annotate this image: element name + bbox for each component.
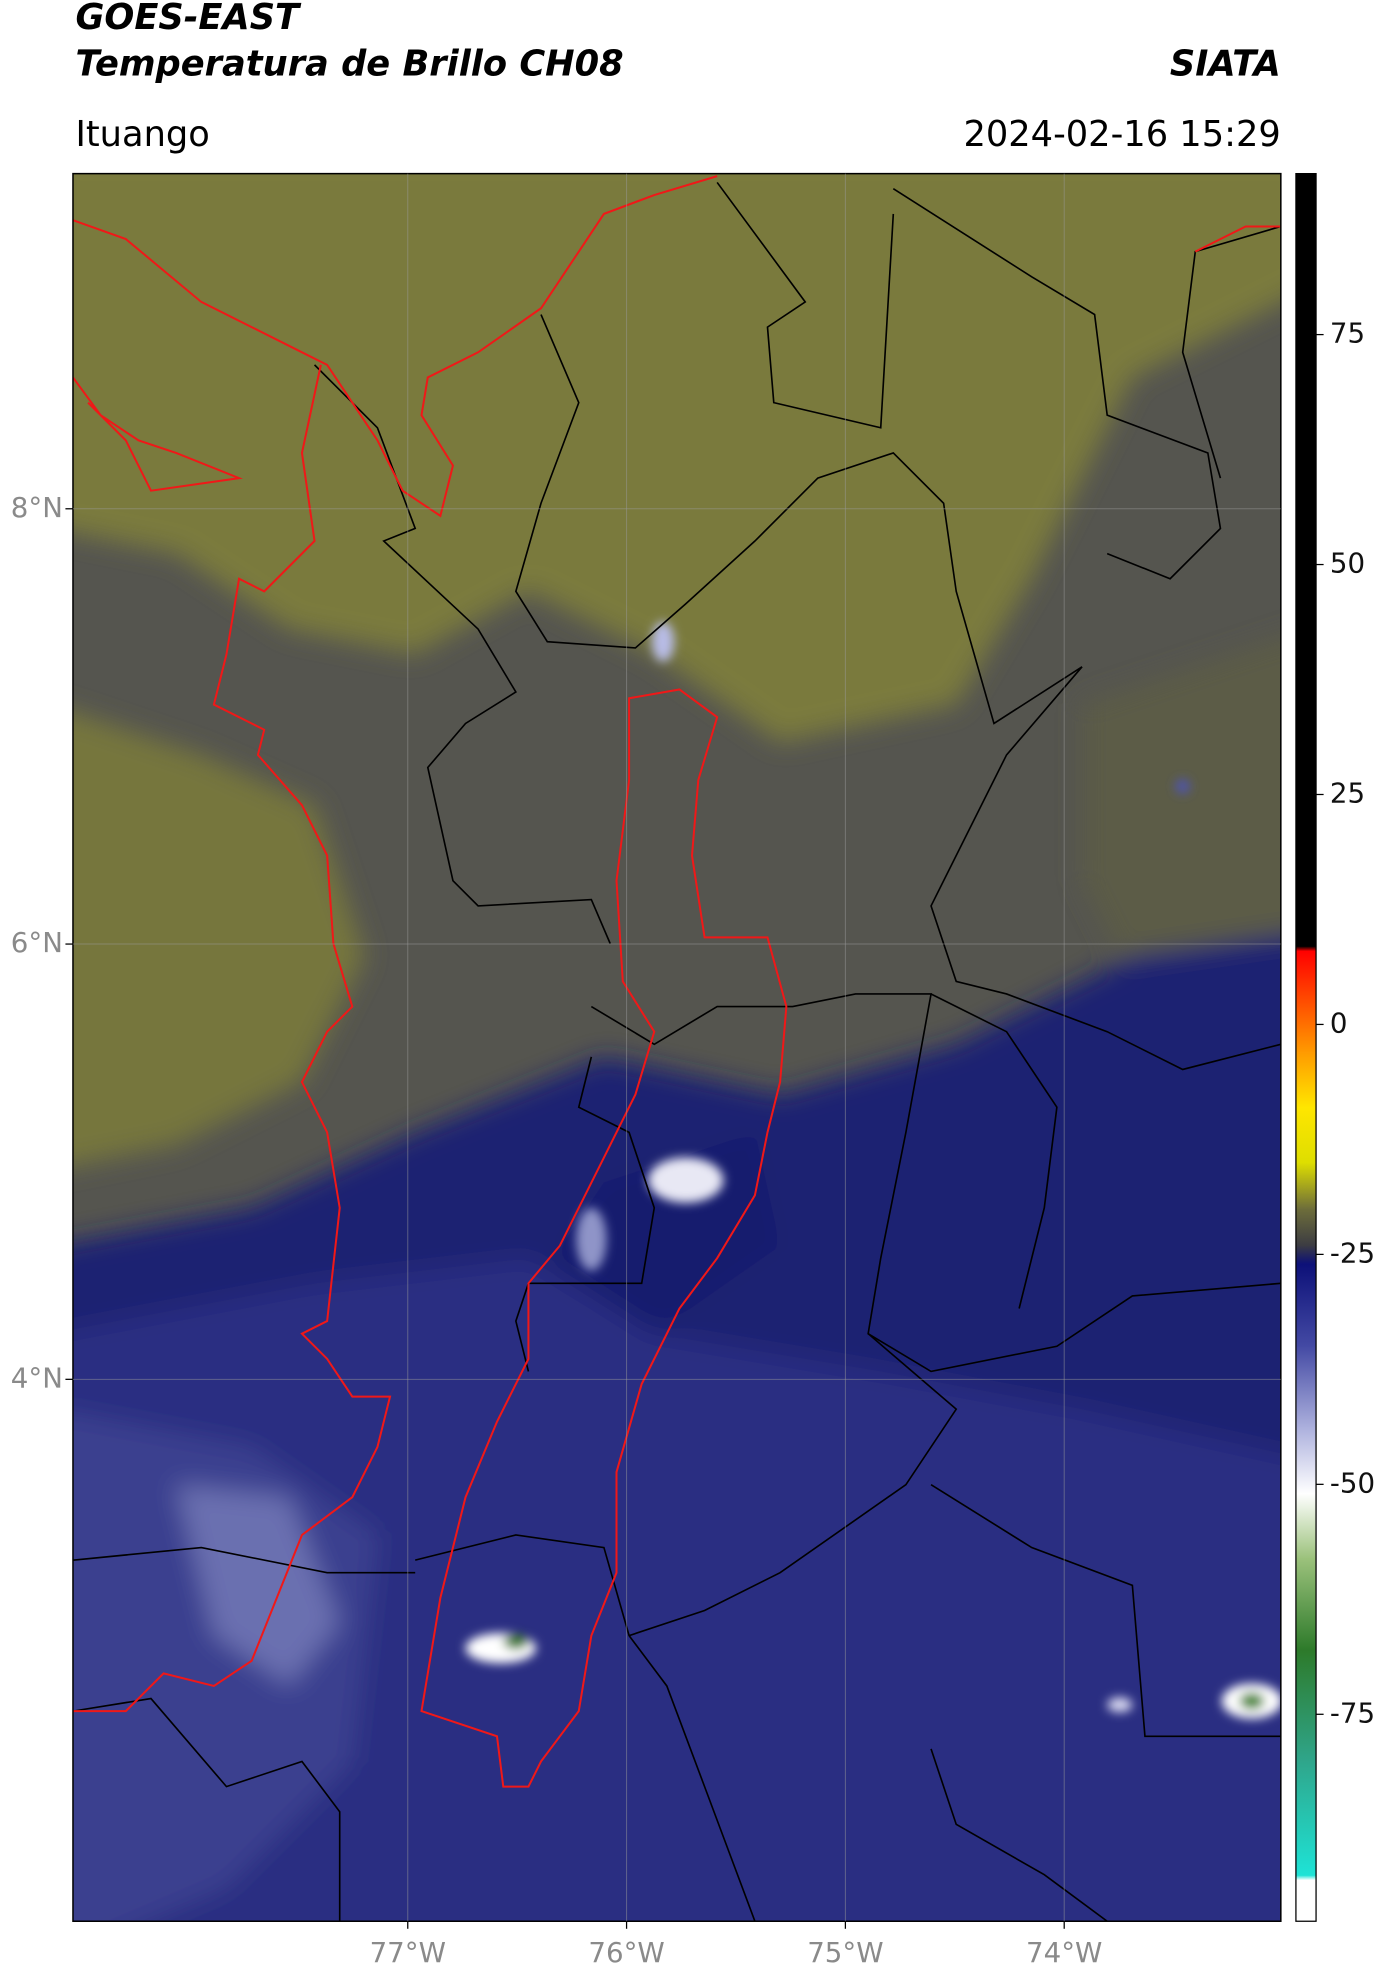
colorbar-segment [1295,1107,1317,1163]
colorbar-segment [1295,1162,1317,1209]
colorbar-segment [1295,1649,1317,1761]
colorbar-tick-label: 0 [1330,1006,1348,1039]
colorbar-segment [1295,1493,1317,1559]
agency: SIATA [1170,43,1281,84]
colorbar-segment [1295,950,1317,979]
red-boundaries [72,175,1281,1788]
colorbar-tick-label: -75 [1330,1696,1375,1729]
colorbar-segment [1295,978,1317,1053]
y-tick-label: 6°N [11,926,63,959]
colorbar-segment [1295,1760,1317,1876]
colorbar-segment [1295,1429,1317,1494]
colorbar-segment [1295,1208,1317,1246]
colorbar-tick-label: -50 [1330,1466,1375,1499]
x-tick-label: 77°W [370,1936,446,1969]
colorbar-segment [1295,1557,1317,1651]
cold-cores [465,621,1281,1719]
colorbar-segment [1295,1875,1317,1881]
colorbar-segment [1295,1245,1317,1264]
colorbar-segment [1295,173,1317,947]
colorbar-segment [1295,1346,1317,1430]
admin-boundaries [72,181,1281,1922]
colorbar-segment [1295,1052,1317,1108]
x-tick-label: 76°W [588,1936,664,1969]
colorbar-tick-label: -25 [1330,1236,1375,1269]
x-tick-label: 74°W [1026,1936,1102,1969]
title: GOES-EAST [75,0,302,38]
datetime: 2024-02-16 15:29 [963,114,1280,155]
colorbar-segment [1295,1263,1317,1347]
subtitle: Temperatura de Brillo CH08 [75,43,623,84]
map-frame [72,172,1282,1922]
map-imagery [72,173,1281,1922]
colorbar-tick-label: 25 [1330,776,1365,809]
y-tick-label: 4°N [11,1361,63,1394]
cloud-fields [72,173,1281,1922]
colorbar-segment [1295,946,1317,952]
location: Ituango [75,114,209,155]
y-tick-label: 8°N [11,491,63,524]
x-tick-label: 75°W [807,1936,883,1969]
colorbar-tick-label: 75 [1330,317,1365,350]
colorbar-segment [1295,1879,1317,1922]
colorbar-tick-label: 50 [1330,547,1365,580]
colorbar-frame [1295,172,1317,1922]
